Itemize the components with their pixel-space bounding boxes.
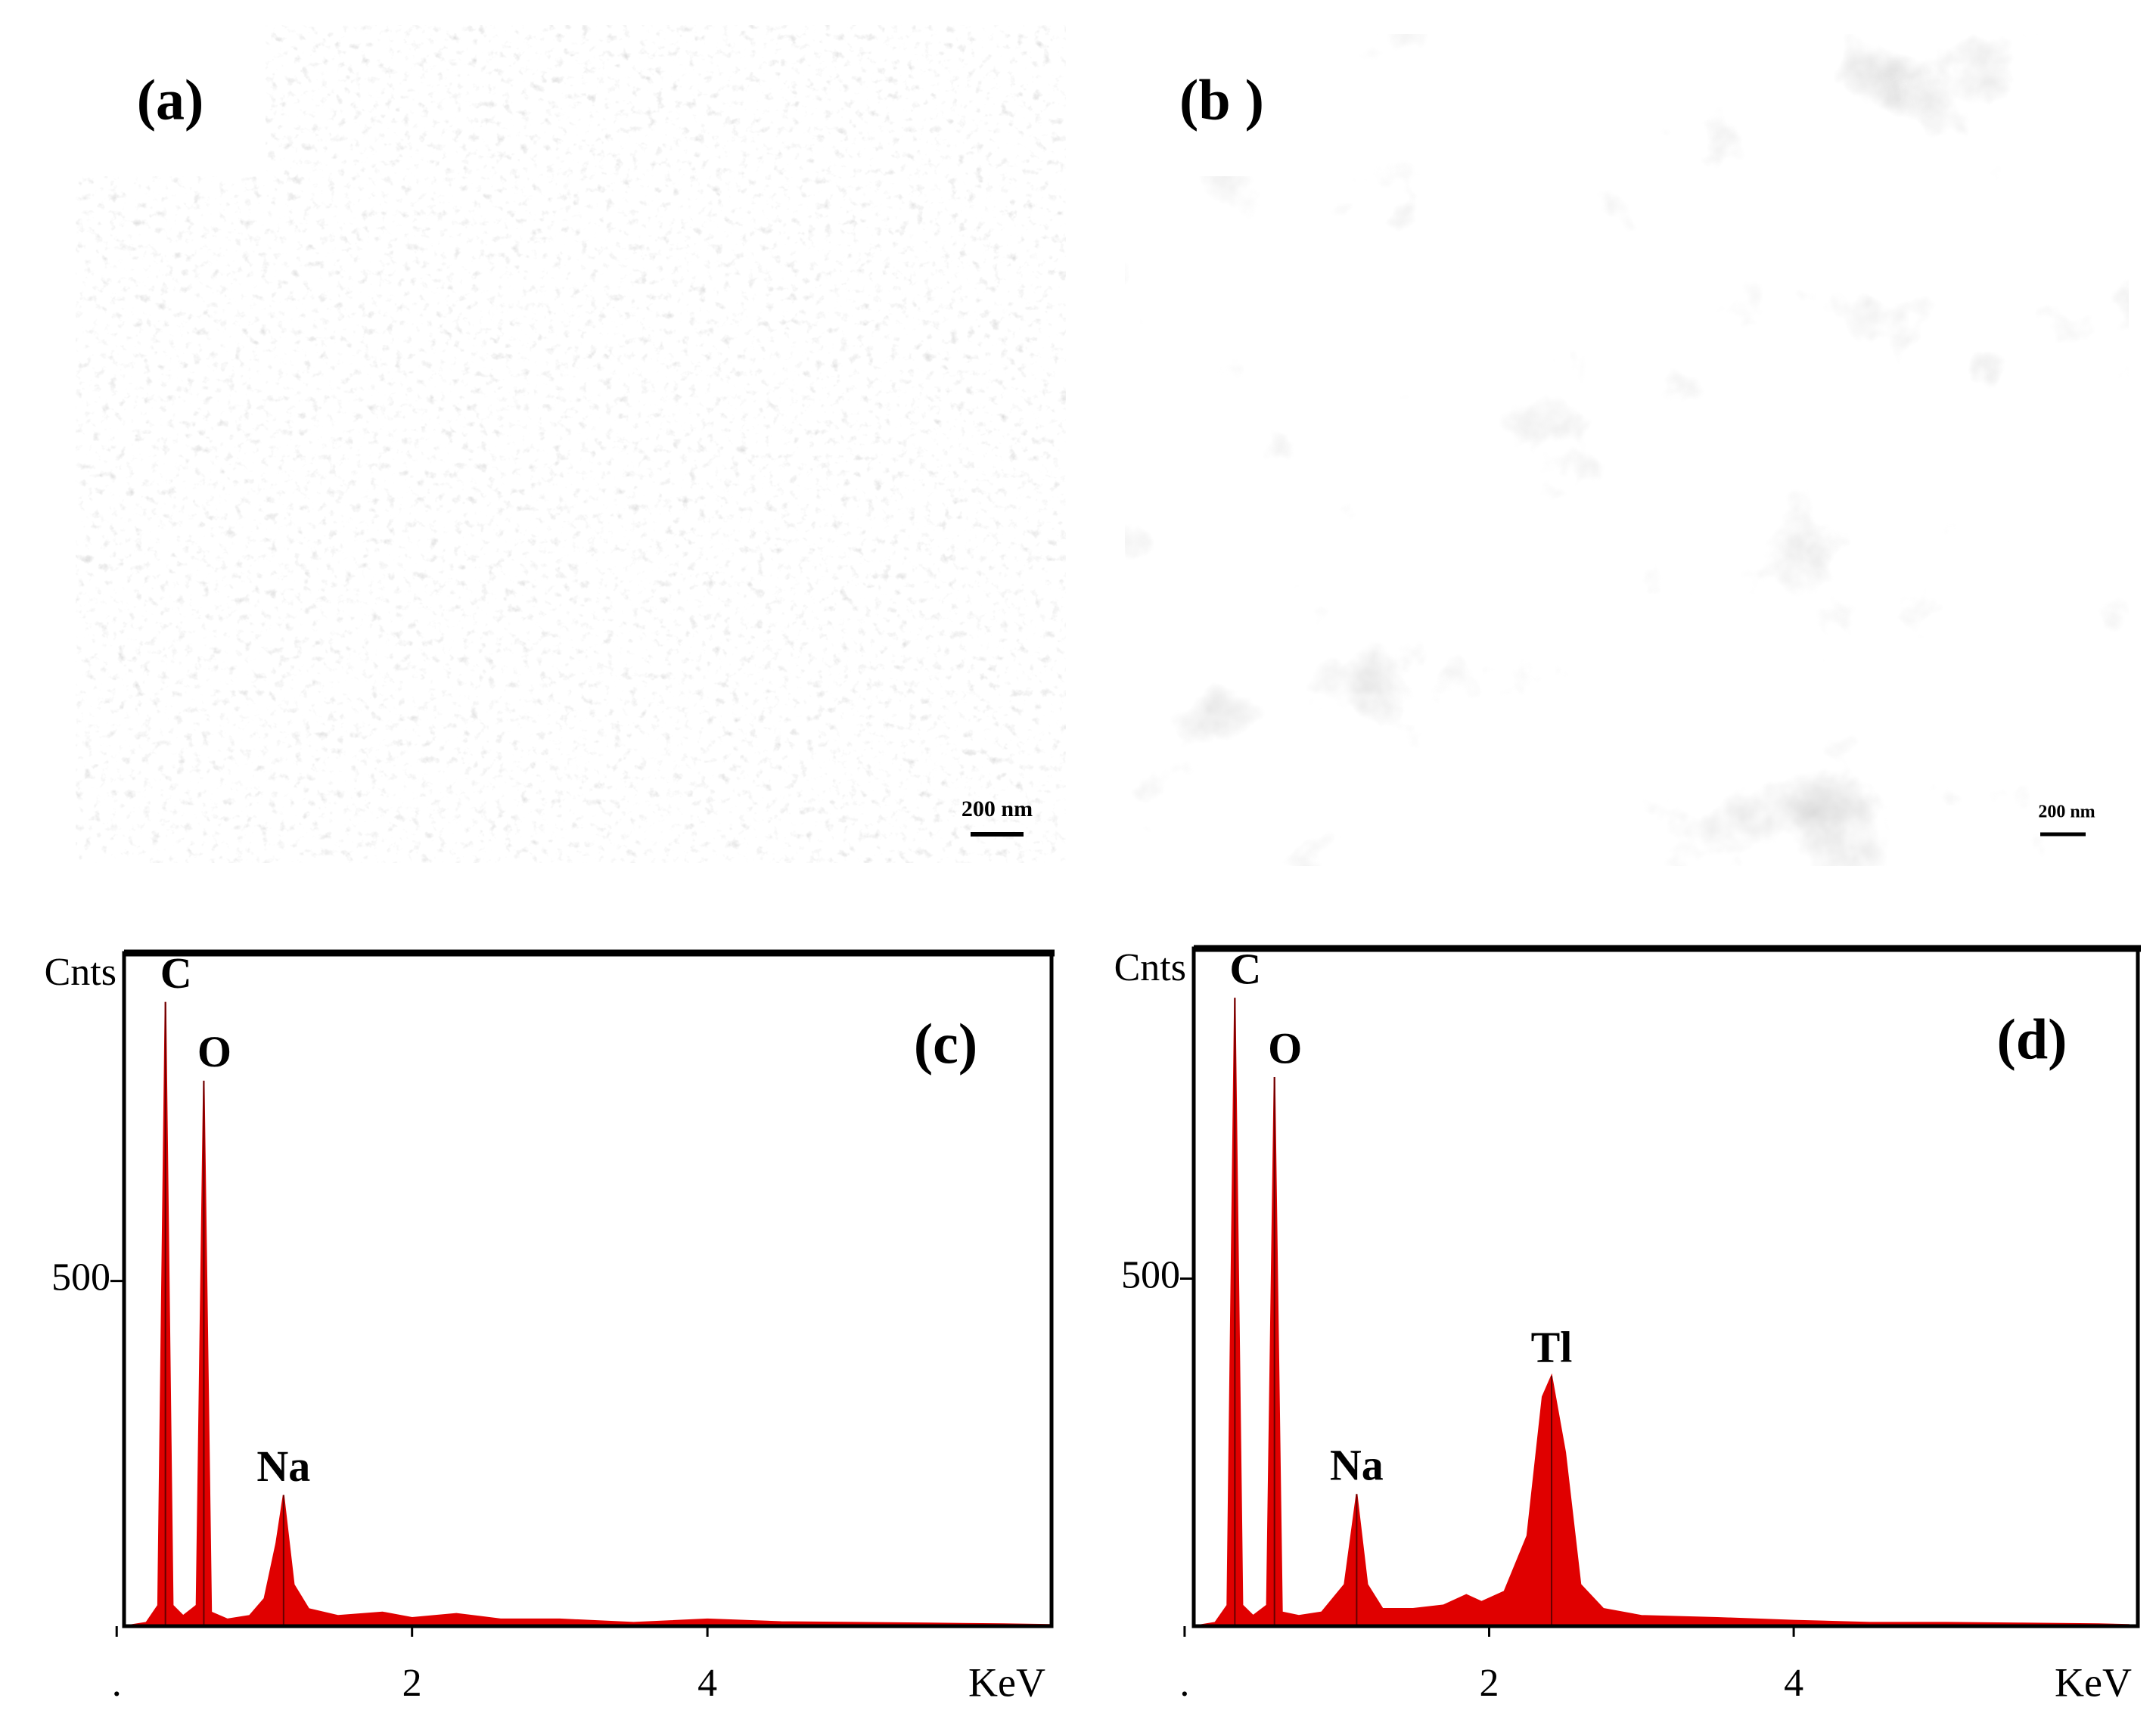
peak-label: O	[197, 1027, 231, 1076]
y-tick-label: 500	[1121, 1253, 1180, 1296]
scale-bar-label: 200 nm	[962, 796, 1033, 821]
label-box	[76, 25, 266, 176]
x-tick-label: .	[112, 1662, 122, 1705]
panel-label: (b )	[1179, 68, 1264, 132]
sem-image-b: (b ) 200 nm	[1125, 34, 2129, 866]
panel-label: (a)	[137, 68, 204, 132]
panel-label: (c)	[914, 1012, 977, 1076]
label-box	[1125, 34, 1318, 176]
x-tick-label: 4	[1784, 1662, 1803, 1705]
peak-label: C	[160, 948, 192, 998]
peak-label: Na	[1330, 1441, 1384, 1490]
panel-label: (d)	[1997, 1007, 2067, 1071]
y-axis-label: Cnts	[45, 951, 116, 994]
y-axis-label: Cnts	[1114, 946, 1186, 989]
spectrum-area	[1193, 998, 2130, 1627]
peak-label: C	[1229, 945, 1261, 994]
peak-label: Tl	[1531, 1322, 1573, 1371]
spectrum-area	[123, 1001, 1052, 1627]
x-tick-label: 4	[697, 1662, 717, 1705]
x-axis-label: KeV	[968, 1659, 1045, 1705]
x-axis-label: KeV	[2055, 1659, 2132, 1705]
scale-bar-label: 200 nm	[2038, 802, 2095, 822]
x-tick-label: 2	[402, 1662, 422, 1705]
peak-label: O	[1268, 1023, 1302, 1073]
peak-label: Na	[256, 1442, 310, 1491]
plot-frame	[122, 951, 1054, 1628]
x-tick-label: 2	[1480, 1662, 1499, 1705]
sem-image-a: (a) 200 nm	[76, 25, 1066, 863]
y-tick-label: 500	[51, 1256, 110, 1299]
x-tick-label: .	[1179, 1662, 1189, 1705]
